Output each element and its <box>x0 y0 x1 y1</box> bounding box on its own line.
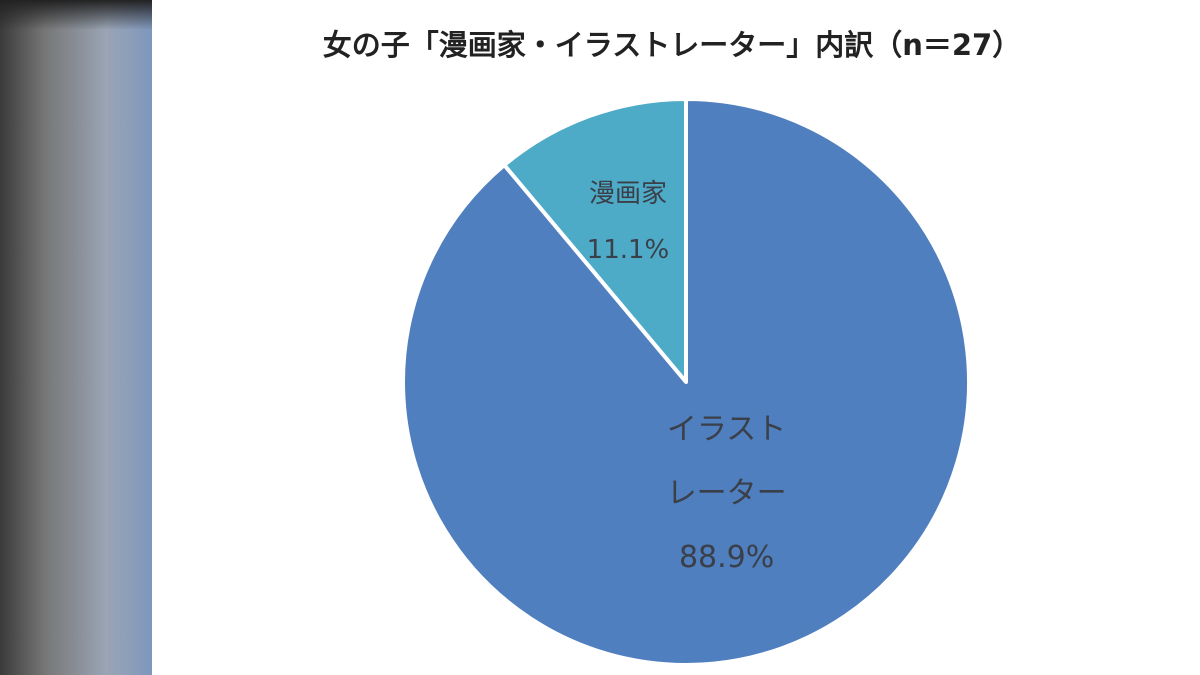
chart-title: 女の子「漫画家・イラストレーター」内訳（n＝27） <box>322 28 1022 62</box>
category-label: イラストレーター <box>666 411 787 511</box>
pie-slice <box>401 97 971 667</box>
slice-label: 漫画家 11.1% <box>562 166 694 278</box>
blurred-background <box>0 0 152 675</box>
pie-slice <box>502 97 688 384</box>
value-label: 11.1% <box>586 235 670 266</box>
value-label: 88.9% <box>678 539 775 575</box>
slice-label: イラストレーター 88.9% <box>661 398 793 590</box>
category-label: 漫画家 <box>588 179 667 210</box>
